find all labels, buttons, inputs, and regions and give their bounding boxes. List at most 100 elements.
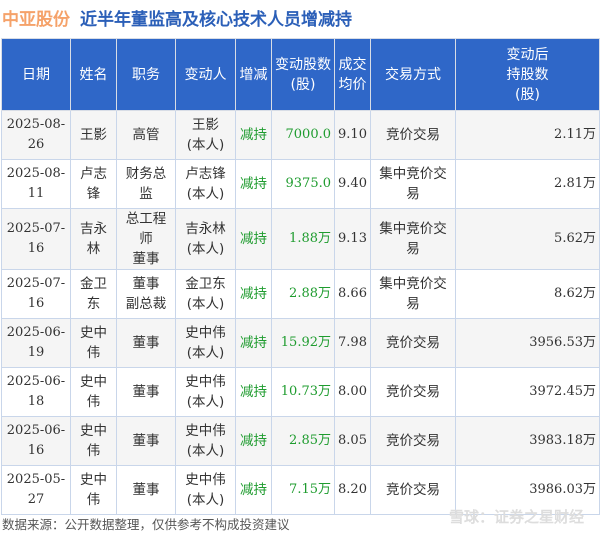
header-label: 增减: [239, 66, 268, 83]
role-cell-line: 董事: [132, 482, 160, 498]
direction-cell: 减持: [235, 416, 272, 466]
shares-cell: 7000.0: [271, 110, 335, 160]
header-label: 交易方式: [385, 66, 441, 83]
method-cell: 竞价交易: [370, 318, 456, 368]
header-label: 变动股数(股): [275, 56, 331, 93]
direction-cell: 减持: [235, 318, 272, 368]
person-cell: 卢志锋 (本人): [175, 159, 236, 209]
data-source-note: 数据来源：公开数据整理，仅供参考不构成投资建议: [2, 517, 290, 532]
role-cell: 财务总监: [116, 159, 176, 209]
table-row: 2025-07-16 吉永林 总工程师 董事 吉永林 (本人) 减持 1.88万 9.13 集中竞…: [1, 208, 600, 270]
person-cell: 王影 (本人): [175, 110, 236, 160]
column-header: 职务: [116, 38, 176, 111]
person-cell-line: 金卫东: [185, 276, 226, 292]
column-header: 变动人: [175, 38, 236, 111]
shares-cell: 2.88万: [271, 269, 335, 319]
after-holdings-cell: 3983.18万: [455, 416, 600, 466]
method-cell: 集中竞价交易: [370, 269, 456, 319]
shares-cell: 1.88万: [271, 208, 335, 270]
name-cell: 史中伟: [70, 465, 117, 515]
price-cell: 9.10: [334, 110, 371, 160]
person-cell-line: (本人): [186, 241, 225, 257]
price-cell: 8.66: [334, 269, 371, 319]
role-cell: 董事: [116, 416, 176, 466]
person-cell-line: (本人): [186, 296, 225, 312]
person-cell-line: 卢志锋: [185, 166, 226, 182]
header-label: 姓名: [79, 66, 108, 83]
after-holdings-cell: 3956.53万: [455, 318, 600, 368]
table-row: 2025-07-16 金卫东 董事副总裁 金卫东 (本人) 减持 2.88万 8.66 集中竞价…: [1, 269, 600, 319]
price-cell: 9.40: [334, 159, 371, 209]
holdings-change-table: 日期 姓名 职务 变动人 增减 变动股数(股) 成交均价 交易方式 变动后持股数(股) 2025…: [1, 38, 600, 515]
method-cell: 竞价交易: [370, 416, 456, 466]
page-title: 中亚股份 近半年董监高及核心技术人员增减持: [2, 5, 352, 30]
person-cell: 史中伟 (本人): [175, 465, 236, 515]
header-label: 变动人: [184, 66, 227, 83]
person-cell: 金卫东 (本人): [175, 269, 236, 319]
person-cell: 史中伟 (本人): [175, 318, 236, 368]
date-cell: 2025-08-26: [1, 110, 71, 160]
role-cell: 董事: [116, 318, 176, 368]
column-header: 交易方式: [370, 38, 456, 111]
method-cell: 集中竞价交易: [370, 208, 456, 270]
header-label: 职务: [132, 66, 160, 83]
after-holdings-cell: 2.81万: [455, 159, 600, 209]
table-row: 2025-06-19 史中伟 董事 史中伟 (本人) 减持 15.92万 7.98 竞价交易 39…: [1, 318, 600, 368]
person-cell-line: (本人): [186, 137, 225, 153]
table-row: 2025-08-26 王影 高管 王影 (本人) 减持 7000.0 9.10 竞价交易 2.11…: [1, 110, 600, 160]
role-cell-line: 财务总监: [125, 166, 167, 202]
price-cell: 8.05: [334, 416, 371, 466]
column-header: 日期: [1, 38, 71, 111]
date-cell: 2025-05-27: [1, 465, 71, 515]
person-cell-line: 王影: [192, 117, 219, 133]
person-cell: 史中伟 (本人): [175, 416, 236, 466]
shares-cell: 2.85万: [271, 416, 335, 466]
name-cell: 史中伟: [70, 318, 117, 368]
name-cell: 王影: [70, 110, 117, 160]
method-cell: 集中竞价交易: [370, 159, 456, 209]
role-cell-line: 董事: [132, 335, 160, 351]
person-cell: 史中伟 (本人): [175, 367, 236, 417]
header-label: 变动后持股数(股): [506, 46, 549, 103]
column-header: 增减: [235, 38, 272, 111]
title-text: 近半年董监高及核心技术人员增减持: [80, 10, 352, 30]
price-cell: 8.20: [334, 465, 371, 515]
table-row: 2025-06-16 史中伟 董事 史中伟 (本人) 减持 2.85万 8.05 竞价交易 398…: [1, 416, 600, 466]
after-holdings-cell: 3972.45万: [455, 367, 600, 417]
person-cell-line: (本人): [186, 394, 225, 410]
column-header: 变动后持股数(股): [455, 38, 600, 111]
column-header: 变动股数(股): [271, 38, 335, 111]
role-cell-line: 副总裁: [125, 296, 167, 312]
role-cell-line: 董事: [132, 276, 160, 292]
person-cell-line: (本人): [186, 345, 225, 361]
date-cell: 2025-06-16: [1, 416, 71, 466]
name-cell: 吉永林: [70, 208, 117, 270]
shares-cell: 7.15万: [271, 465, 335, 515]
role-cell-line: 董事: [132, 384, 160, 400]
role-cell: 总工程师 董事: [116, 208, 176, 270]
direction-cell: 减持: [235, 367, 272, 417]
person-cell-line: 史中伟: [185, 325, 226, 341]
person-cell-line: 史中伟: [185, 374, 226, 390]
date-cell: 2025-06-19: [1, 318, 71, 368]
direction-cell: 减持: [235, 465, 272, 515]
column-header: 成交均价: [334, 38, 371, 111]
date-cell: 2025-07-16: [1, 208, 71, 270]
name-cell: 史中伟: [70, 416, 117, 466]
company-name: 中亚股份: [2, 10, 70, 30]
person-cell-line: (本人): [186, 186, 225, 202]
direction-cell: 减持: [235, 110, 272, 160]
header-label: 成交均价: [338, 56, 367, 93]
role-cell-line: 董事: [132, 433, 160, 449]
person-cell-line: 吉永林: [185, 221, 226, 237]
direction-cell: 减持: [235, 159, 272, 209]
after-holdings-cell: 8.62万: [455, 269, 600, 319]
date-cell: 2025-07-16: [1, 269, 71, 319]
role-cell-line: 董事: [132, 251, 160, 267]
method-cell: 竞价交易: [370, 465, 456, 515]
shares-cell: 9375.0: [271, 159, 335, 209]
table-row: 2025-08-11 卢志锋 财务总监 卢志锋 (本人) 减持 9375.0 9.40 集中竞价…: [1, 159, 600, 209]
person-cell-line: (本人): [186, 443, 225, 459]
price-cell: 9.13: [334, 208, 371, 270]
direction-cell: 减持: [235, 269, 272, 319]
